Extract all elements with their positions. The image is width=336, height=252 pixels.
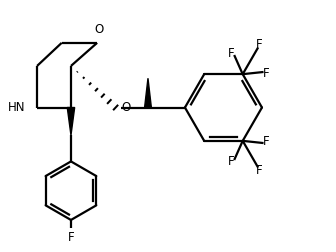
Text: F: F — [263, 67, 269, 80]
Polygon shape — [67, 108, 75, 135]
Text: F: F — [263, 135, 269, 148]
Text: O: O — [94, 23, 103, 36]
Text: F: F — [228, 47, 235, 60]
Text: F: F — [256, 38, 263, 51]
Text: F: F — [68, 231, 74, 244]
Polygon shape — [144, 78, 151, 108]
Text: F: F — [256, 164, 263, 177]
Text: O: O — [121, 101, 130, 114]
Text: HN: HN — [8, 101, 26, 114]
Text: F: F — [228, 155, 235, 168]
